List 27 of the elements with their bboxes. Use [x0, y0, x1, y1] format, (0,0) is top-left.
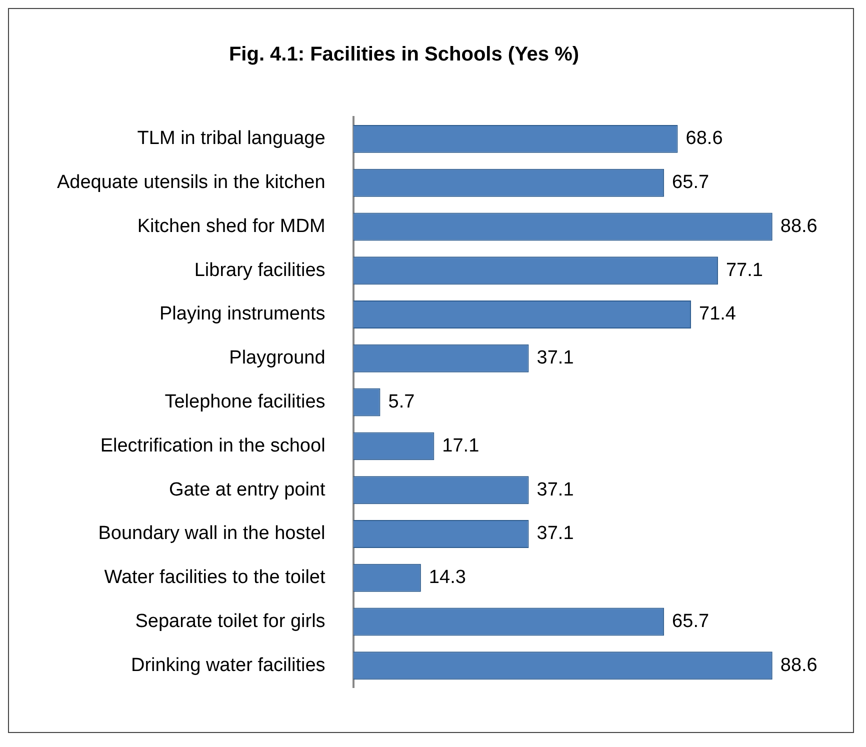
data-label: 14.3 — [428, 567, 466, 588]
y-tick-label: Electrification in the school — [100, 435, 326, 456]
data-label: 65.7 — [672, 172, 710, 194]
y-tick-label: Telephone facilities — [164, 392, 326, 413]
y-tick-label: Playground — [229, 348, 326, 369]
data-label: 17.1 — [442, 435, 480, 456]
data-label: 88.6 — [780, 216, 818, 237]
data-label: 88.6 — [780, 654, 818, 676]
y-tick-label: Boundary wall in the hostel — [98, 523, 326, 544]
data-label: 71.4 — [699, 304, 736, 325]
y-tick-label: Separate toilet for girls — [135, 610, 326, 632]
y-tick-label: Adequate utensils in the kitchen — [56, 172, 326, 194]
y-tick-label: Kitchen shed for MDM — [137, 216, 326, 237]
data-label: 5.7 — [388, 392, 415, 413]
data-label: 77.1 — [726, 260, 763, 281]
y-tick-label: TLM in tribal language — [137, 128, 326, 150]
data-label: 37.1 — [536, 348, 574, 369]
y-tick-label: Drinking water facilities — [130, 654, 326, 676]
y-tick-label: Playing instruments — [159, 304, 326, 325]
data-label: 37.1 — [536, 479, 574, 500]
chart-title: Fig. 4.1: Facilities in Schools (Yes %) — [228, 44, 580, 66]
data-label: 65.7 — [672, 610, 710, 632]
y-tick-label: Gate at entry point — [168, 479, 326, 500]
data-label: 37.1 — [536, 523, 574, 544]
data-label: 68.6 — [686, 128, 723, 150]
y-tick-label: Library facilities — [194, 260, 326, 281]
y-tick-label: Water facilities to the toilet — [104, 567, 326, 588]
